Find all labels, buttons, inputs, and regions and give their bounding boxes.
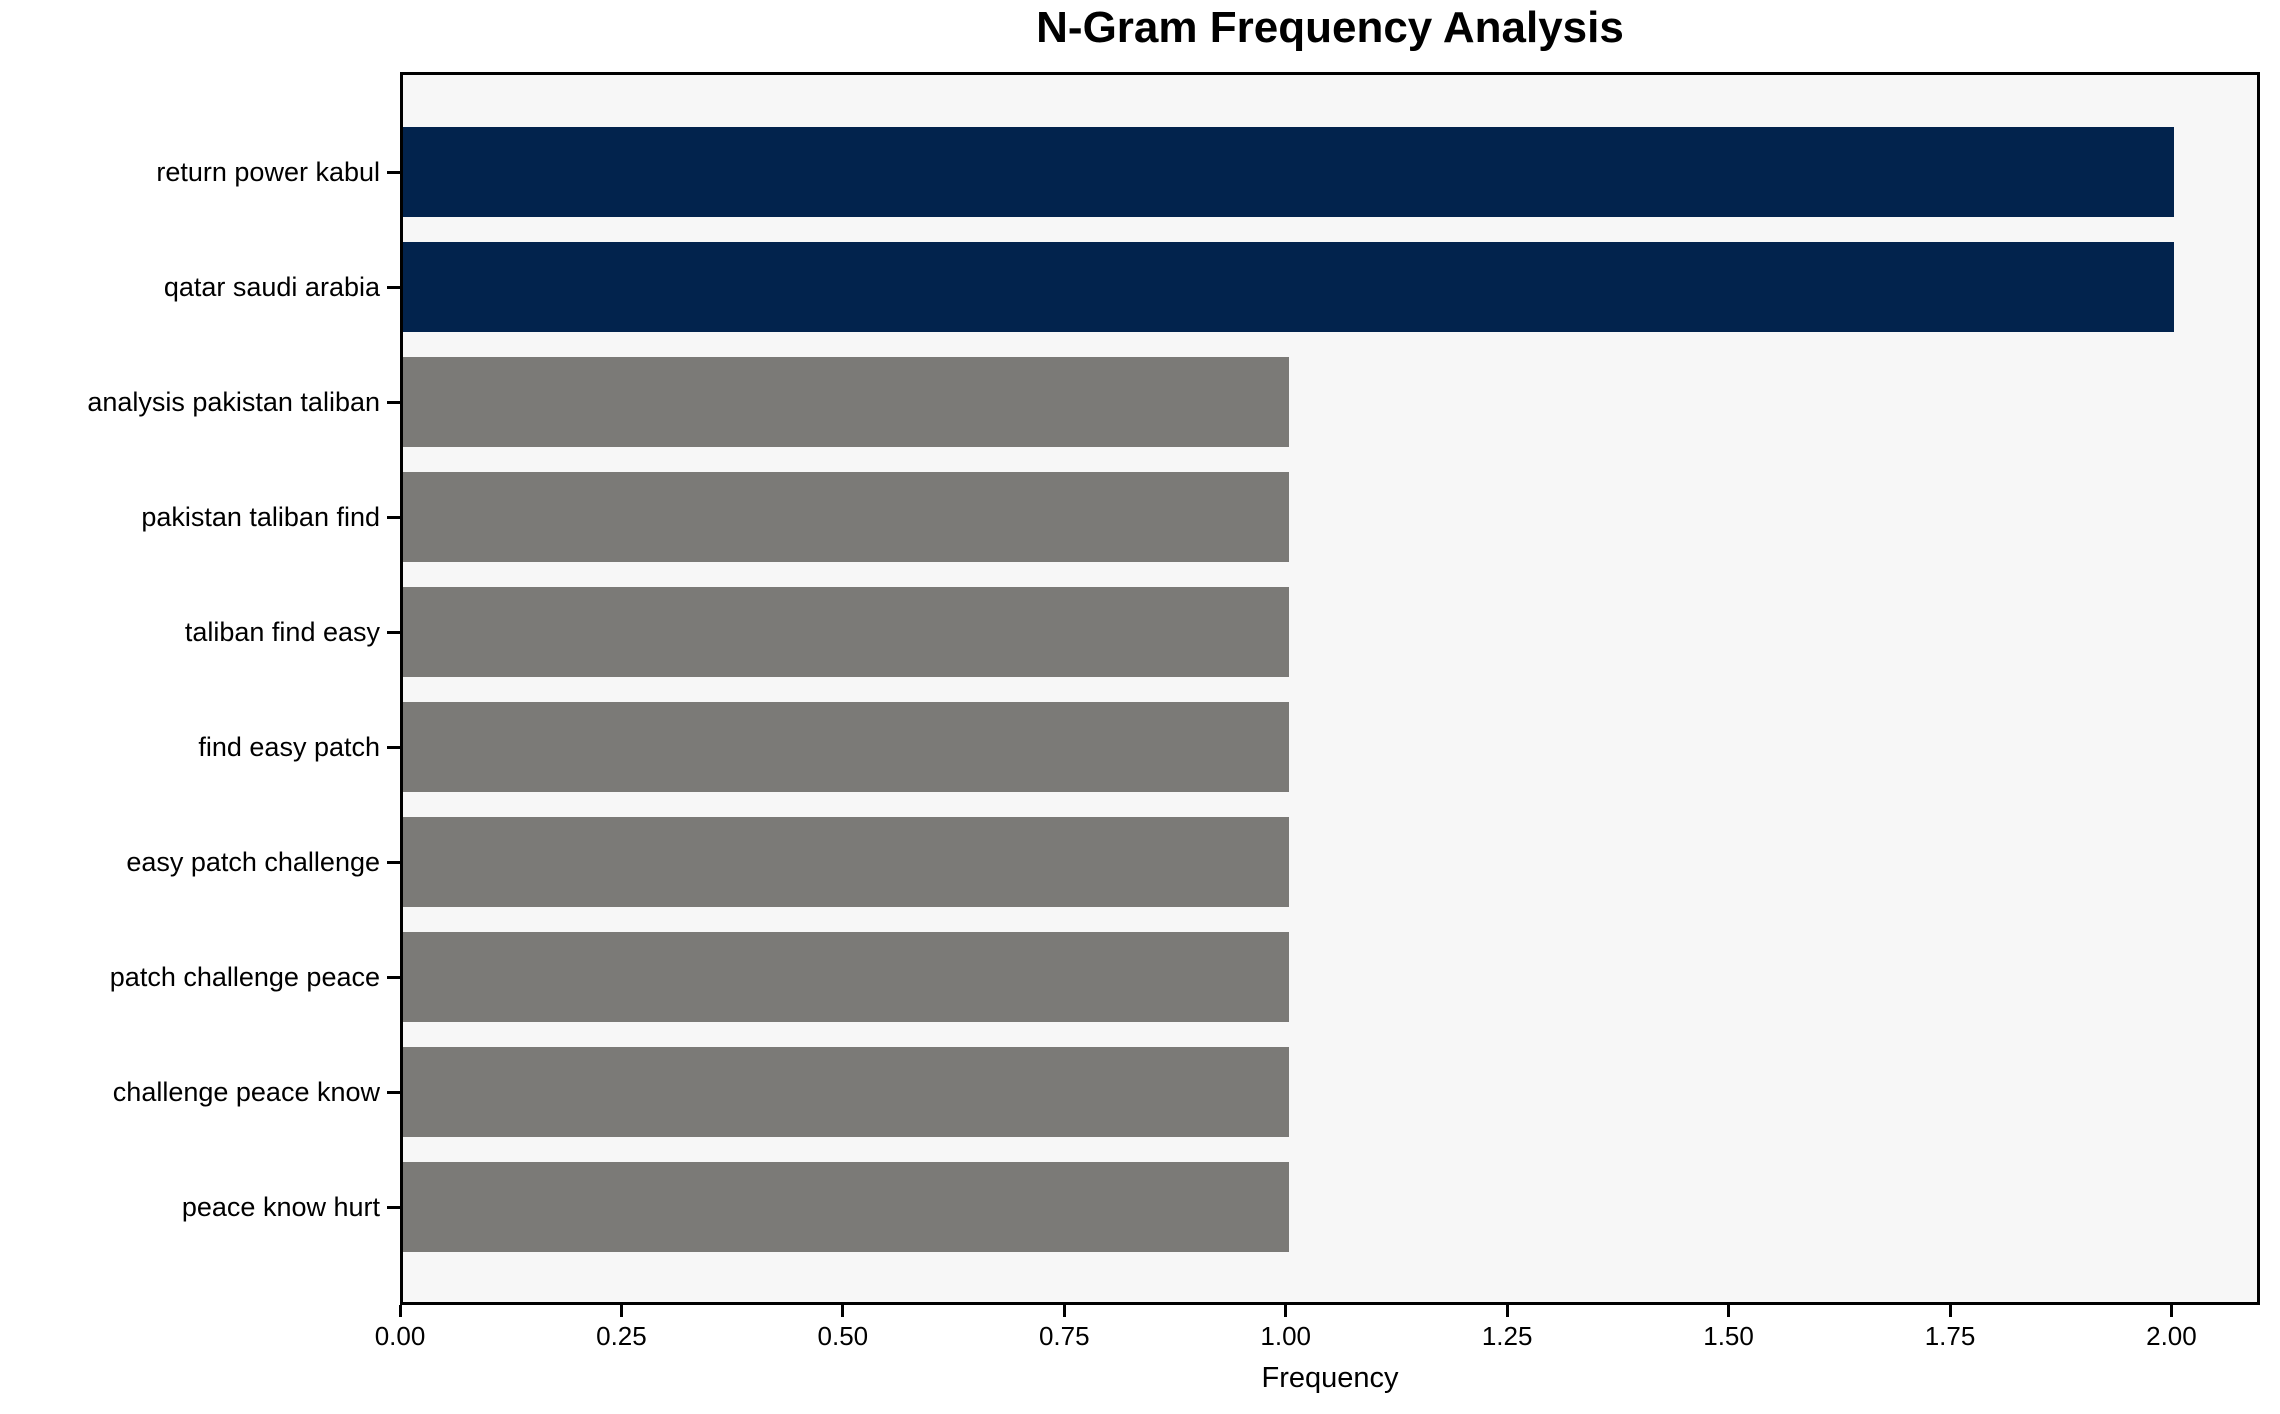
chart-title: N-Gram Frequency Analysis	[1036, 3, 1624, 52]
plot-area	[400, 72, 2260, 1305]
bar-return-power-kabul	[403, 127, 2175, 217]
y-tick-label: taliban find easy	[184, 617, 380, 647]
x-tick-mark	[1727, 1305, 1731, 1317]
y-tick-mark	[387, 515, 400, 519]
y-tick-label: qatar saudi arabia	[163, 272, 380, 302]
x-tick-mark	[1284, 1305, 1288, 1317]
bar-challenge-peace-know	[403, 1047, 1289, 1137]
x-tick-mark	[841, 1305, 845, 1317]
x-tick-mark	[1505, 1305, 1509, 1317]
x-tick-label: 0.75	[1038, 1321, 1090, 1351]
y-tick-label: easy patch challenge	[126, 847, 380, 877]
x-tick-label: 1.50	[1703, 1321, 1754, 1351]
bar-find-easy-patch	[403, 702, 1289, 792]
x-tick-label: 1.75	[1924, 1321, 1976, 1351]
y-tick-mark	[387, 1090, 400, 1094]
y-tick-label: challenge peace know	[112, 1077, 380, 1107]
x-tick-label: 2.00	[2146, 1321, 2197, 1351]
x-axis-label: Frequency	[1261, 1362, 1399, 1394]
x-tick-mark	[2169, 1305, 2173, 1317]
x-tick-label: 1.25	[1481, 1321, 1533, 1351]
x-tick-label: 1.00	[1260, 1321, 1311, 1351]
bar-pakistan-taliban-find	[403, 472, 1289, 562]
y-tick-mark	[387, 285, 400, 289]
y-tick-mark	[387, 860, 400, 864]
y-tick-label: patch challenge peace	[109, 962, 380, 992]
bar-patch-challenge-peace	[403, 932, 1289, 1022]
x-tick-mark	[1948, 1305, 1952, 1317]
x-tick-mark	[619, 1305, 623, 1317]
x-tick-label: 0.50	[817, 1321, 869, 1351]
y-tick-mark	[387, 170, 400, 174]
y-tick-label: analysis pakistan taliban	[87, 387, 380, 417]
y-tick-mark	[387, 975, 400, 979]
y-tick-mark	[387, 1205, 400, 1209]
bar-analysis-pakistan-taliban	[403, 357, 1289, 447]
bar-peace-know-hurt	[403, 1162, 1289, 1252]
y-tick-label: pakistan taliban find	[141, 502, 380, 532]
y-tick-label: return power kabul	[156, 157, 380, 187]
y-tick-label: find easy patch	[198, 732, 380, 762]
y-tick-mark	[387, 400, 400, 404]
x-tick-label: 0.25	[596, 1321, 647, 1351]
bar-easy-patch-challenge	[403, 817, 1289, 907]
bar-qatar-saudi-arabia	[403, 242, 2175, 332]
bar-taliban-find-easy	[403, 587, 1289, 677]
y-tick-mark	[387, 745, 400, 749]
x-tick-mark	[398, 1305, 402, 1317]
x-tick-mark	[1062, 1305, 1066, 1317]
y-tick-label: peace know hurt	[181, 1192, 380, 1222]
x-tick-label: 0.00	[374, 1321, 426, 1351]
y-tick-mark	[387, 630, 400, 634]
